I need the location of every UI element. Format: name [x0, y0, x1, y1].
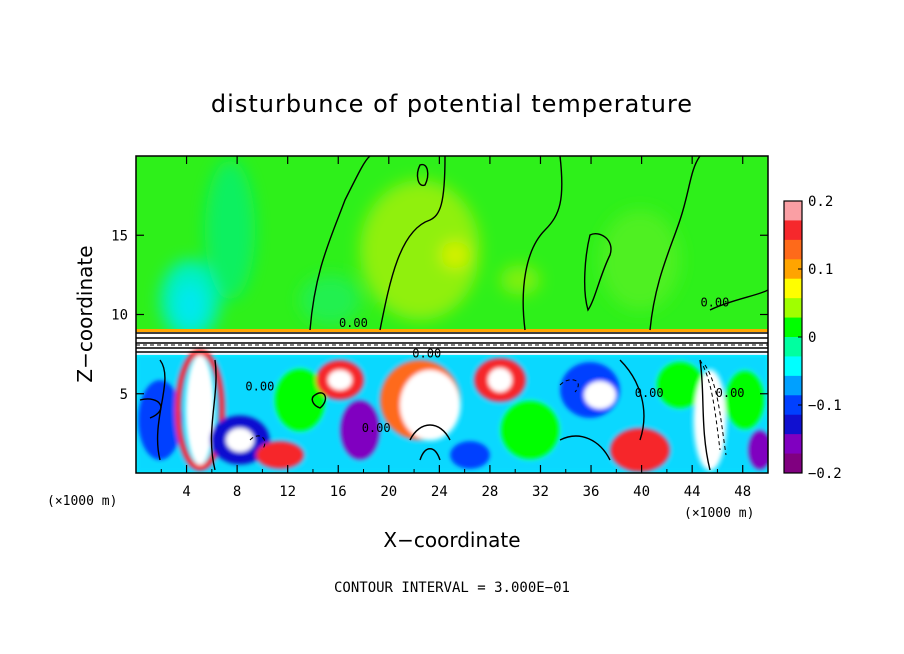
colorbar-tick-label: 0 — [808, 330, 816, 346]
x-tick-label: 44 — [684, 484, 701, 500]
contour-value-labels: 0.00 0.00 0.00 0.00 0.00 0.00 0.00 — [245, 296, 744, 435]
colorbar-tick-label: −0.2 — [808, 466, 842, 482]
x-tick-label: 16 — [330, 484, 347, 500]
x-unit-left: (×1000 m) — [47, 494, 117, 509]
y-tick-label: 15 — [111, 228, 128, 244]
colorbar-swatch — [784, 337, 802, 357]
x-tick-label: 28 — [481, 484, 498, 500]
colorbar-swatch — [784, 317, 802, 338]
colorbar-swatch — [784, 414, 802, 435]
colorbar-tick-label: 0.1 — [808, 262, 833, 278]
colorbar: 0.2 0.1 0 −0.1 −0.2 — [783, 194, 842, 482]
x-tick-label: 32 — [532, 484, 549, 500]
x-axis: 4 8 12 16 20 24 28 32 36 40 44 48 — [160, 156, 751, 500]
negative-contours — [136, 344, 768, 456]
x-tick-label: 12 — [279, 484, 296, 500]
x-tick-label: 4 — [182, 484, 190, 500]
y-tick-label: 5 — [120, 387, 128, 403]
plot-area: 0.00 0.00 0.00 0.00 0.00 0.00 0.00 — [136, 156, 768, 473]
colorbar-swatch — [784, 298, 802, 319]
contour-label: 0.00 — [635, 386, 664, 400]
contour-label: 0.00 — [412, 346, 441, 360]
colorbar-swatch — [784, 259, 802, 280]
contour-label: 0.00 — [716, 386, 745, 400]
colorbar-swatch — [784, 375, 802, 396]
x-tick-label: 20 — [380, 484, 397, 500]
x-tick-label: 8 — [233, 484, 241, 500]
x-unit-right: (×1000 m) — [684, 506, 754, 521]
y-axis-label: Z−coordinate — [73, 245, 97, 382]
y-tick-label: 10 — [111, 308, 128, 324]
colorbar-tick-label: −0.1 — [808, 398, 842, 414]
x-axis-label: X−coordinate — [383, 528, 520, 552]
colorbar-swatch — [784, 453, 802, 474]
colorbar-tick-label: 0.2 — [808, 194, 833, 210]
x-tick-label: 36 — [583, 484, 600, 500]
colorbar-swatch — [784, 434, 802, 455]
x-tick-label: 40 — [633, 484, 650, 500]
colorbar-swatch — [784, 239, 802, 260]
colorbar-swatch — [784, 356, 802, 377]
contour-label: 0.00 — [339, 316, 368, 330]
x-tick-label: 24 — [431, 484, 448, 500]
chart-title: disturbunce of potential temperature — [211, 90, 693, 118]
upper-layer-variations — [160, 160, 680, 340]
colorbar-swatch — [784, 278, 802, 299]
contour-interval-note: CONTOUR INTERVAL = 3.000E−01 — [334, 580, 570, 596]
contour-label: 0.00 — [245, 380, 274, 394]
contour-label: 0.00 — [700, 296, 729, 310]
colorbar-swatch — [784, 395, 802, 416]
y-axis: 5 10 15 — [111, 228, 768, 403]
contour-label: 0.00 — [362, 421, 391, 435]
x-tick-label: 48 — [734, 484, 751, 500]
colorbar-swatch — [784, 220, 802, 241]
contour-lines — [136, 156, 768, 471]
lower-layer-eddies — [136, 349, 768, 473]
colorbar-swatch — [784, 201, 802, 221]
